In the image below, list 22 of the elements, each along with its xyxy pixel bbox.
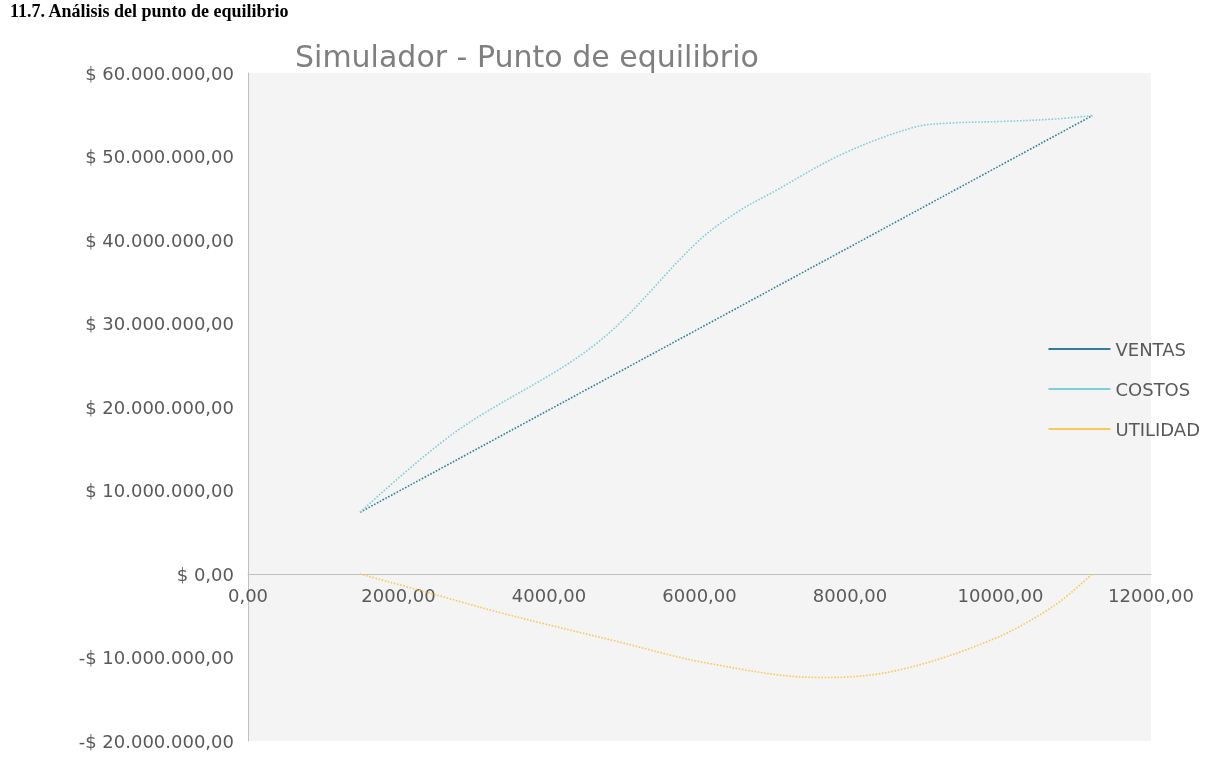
x-tick-label: 10000,00 (957, 584, 1044, 606)
x-tick-label: 2000,00 (361, 584, 436, 606)
y-tick-label: $ 40.000.000,00 (85, 229, 234, 251)
x-tick-label: 6000,00 (662, 584, 737, 606)
x-tick-label: 4000,00 (511, 584, 587, 606)
y-tick-label: $ 10.000.000,00 (85, 480, 234, 501)
y-tick-label: -$ 10.000.000,00 (78, 647, 234, 668)
y-tick-label: $ 20.000.000,00 (85, 396, 234, 418)
y-tick-label: $ 50.000.000,00 (85, 146, 234, 167)
line-series (359, 573, 1094, 679)
legend-label: COSTOS (1115, 378, 1191, 400)
y-tick-label: $ 30.000.000,00 (85, 313, 234, 334)
y-tick-label: -$ 20.000.000,00 (78, 730, 234, 752)
y-tick-label: $ 0,00 (176, 563, 234, 585)
y-tick-label: $ 60.000.000,00 (85, 62, 234, 84)
x-tick-label: 0,00 (227, 584, 269, 606)
x-tick-label: 8000,00 (812, 584, 888, 606)
x-tick-label: 12000,00 (1108, 584, 1194, 606)
legend-label: VENTAS (1115, 338, 1186, 360)
legend-label: UTILIDAD (1115, 418, 1201, 440)
chart-title: Simulador - Punto de equilibrio (295, 38, 759, 74)
text: 11.7. Análisis del punto de equilibrio (10, 1, 289, 21)
